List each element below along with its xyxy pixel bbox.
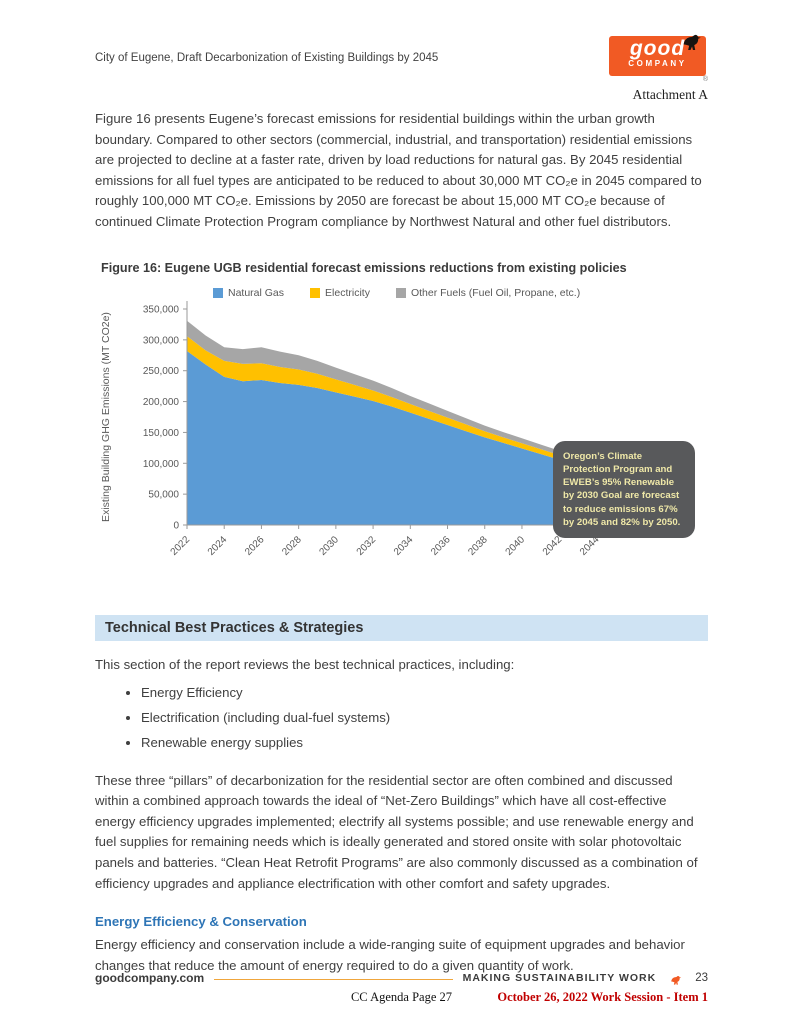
legend-label: Natural Gas <box>228 286 285 299</box>
bullet-item: Energy Efficiency <box>141 683 708 703</box>
legend-item: Electricity <box>310 287 370 299</box>
legend-item: Natural Gas <box>213 287 284 299</box>
y-tick-label: 0 <box>173 520 179 531</box>
y-axis-label: Existing Building GHG Emissions (MT CO2e… <box>100 312 112 522</box>
footer-divider-line <box>214 979 453 980</box>
pillars-paragraph: These three “pillars” of decarbonization… <box>95 772 698 891</box>
x-tick-label: 2022 <box>169 534 193 558</box>
legend-label: Other Fuels (Fuel Oil, Propane, etc.) <box>410 286 581 299</box>
x-tick-label: 2026 <box>243 534 267 558</box>
registered-mark: ® <box>702 76 708 83</box>
y-tick-label: 300,000 <box>143 335 180 346</box>
legend-item: Other Fuels (Fuel Oil, Propane, etc.) <box>395 286 581 299</box>
legend-swatch <box>310 287 321 298</box>
y-tick-label: 50,000 <box>148 489 179 500</box>
stacked-area-chart: 0 50,000 100,000 150,000 200,000 250,000 300,0… <box>100 300 631 558</box>
legend-label: Electricity <box>325 286 370 299</box>
area-series-0 <box>187 350 615 525</box>
area-series-1 <box>187 335 615 476</box>
y-tick-label: 250,000 <box>143 366 180 377</box>
subsection-paragraph: Energy efficiency and conservation inclu… <box>95 937 685 973</box>
section-header: Technical Best Practices & Strategies <box>95 614 708 641</box>
page-footer: goodcompany.com MAKING SUSTAINABILITY WO… <box>95 971 708 1007</box>
logo-block: good COMPANY ® Attachment A <box>609 34 708 103</box>
area-series-2 <box>187 320 615 472</box>
section-intro: This section of the report reviews the b… <box>95 656 515 672</box>
figure-caption: Figure 16: Eugene UGB residential foreca… <box>101 260 627 275</box>
y-tick-label: 150,000 <box>143 427 180 438</box>
website-link[interactable]: goodcompany.com <box>95 971 205 985</box>
subsection-heading: Energy Efficiency & Conservation <box>95 914 307 930</box>
bullet-item: Renewable energy supplies <box>141 733 708 753</box>
y-tick-label: 350,000 <box>143 304 180 315</box>
x-tick-label: 2040 <box>504 534 528 558</box>
bullet-list: Energy Efficiency Electrification (inclu… <box>95 683 708 752</box>
goodcompany-logo: good COMPANY <box>609 34 706 76</box>
y-tick-label: 200,000 <box>143 397 180 408</box>
page-number: 23 <box>695 972 708 984</box>
footer-tagline: MAKING SUSTAINABILITY WORK <box>462 972 657 984</box>
x-tick-label: 2032 <box>355 534 379 558</box>
bullet-item: Electrification (including dual-fuel sys… <box>141 708 708 728</box>
chart-legend: Natural Gas Electricity Other Fuels (Fuel … <box>213 287 580 299</box>
intro-paragraph: Figure 16 presents Eugene’s forecast emi… <box>95 111 702 229</box>
logo-text-good: good <box>629 37 686 60</box>
x-tick-label: 2030 <box>317 534 341 558</box>
document-title: City of Eugene, Draft Decarbonization of… <box>95 52 439 64</box>
legend-swatch <box>395 287 406 298</box>
agenda-page-label: CC Agenda Page 27 <box>350 990 453 1004</box>
attachment-label: Attachment A <box>632 87 708 102</box>
y-tick-label: 100,000 <box>143 458 180 469</box>
logo-text-company: COMPANY <box>628 59 687 68</box>
x-tick-label: 2028 <box>280 534 304 558</box>
legend-swatch <box>213 287 223 298</box>
x-tick-label: 2034 <box>392 534 416 558</box>
rooster-icon <box>683 34 701 50</box>
chart-callout: Oregon’s Climate Protection Program and … <box>553 440 695 538</box>
emissions-chart: 0 50,000 100,000 150,000 200,000 250,000 300,0… <box>95 283 708 585</box>
rooster-icon <box>671 975 682 985</box>
work-session-label: October 26, 2022 Work Session - Item 1 <box>497 990 708 1004</box>
x-tick-label: 2036 <box>429 534 453 558</box>
page-header: City of Eugene, Draft Decarbonization of… <box>95 34 708 103</box>
x-tick-label: 2024 <box>206 534 230 558</box>
x-tick-label: 2038 <box>466 534 490 558</box>
